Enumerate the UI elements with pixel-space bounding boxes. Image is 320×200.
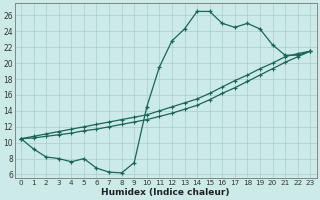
X-axis label: Humidex (Indice chaleur): Humidex (Indice chaleur) xyxy=(101,188,230,197)
